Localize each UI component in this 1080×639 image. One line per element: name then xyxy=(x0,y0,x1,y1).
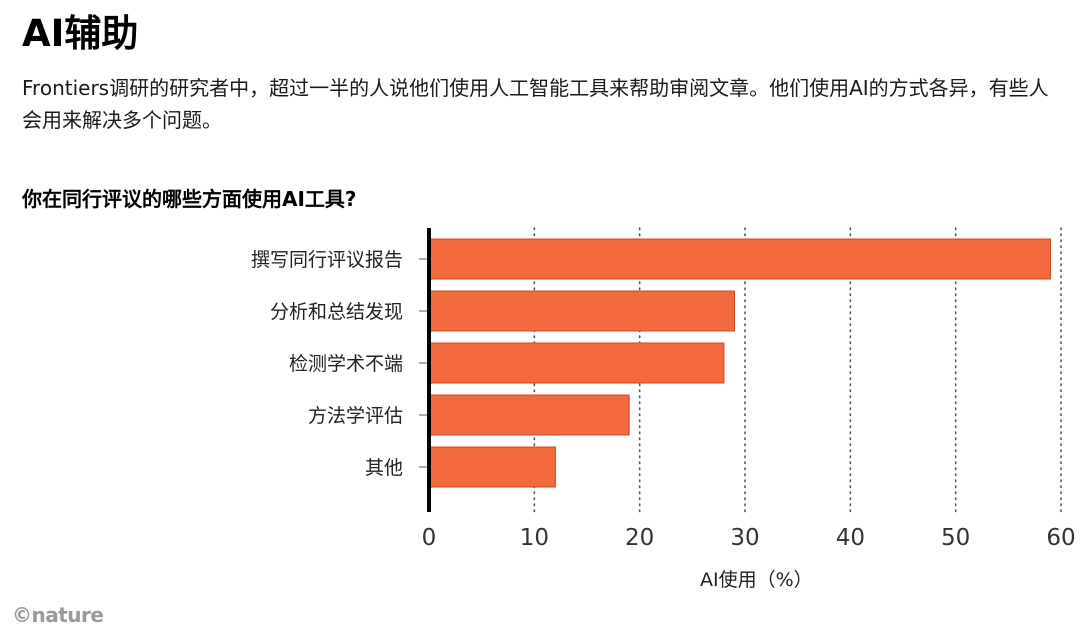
x-tick-label: 10 xyxy=(520,525,549,551)
x-tick-label: 50 xyxy=(941,525,970,551)
axes xyxy=(419,228,431,512)
category-label: 分析和总结发现 xyxy=(270,301,403,323)
chart-title: 你在同行评议的哪些方面使用AI工具? xyxy=(22,187,357,211)
x-axis-title: AI使用（%） xyxy=(700,569,813,591)
x-tick-label: 20 xyxy=(625,525,654,551)
x-tick-label: 40 xyxy=(836,525,865,551)
bar xyxy=(428,446,556,488)
x-tick-label: 30 xyxy=(730,525,759,551)
x-tick-label: 60 xyxy=(1046,525,1075,551)
category-label: 检测学术不端 xyxy=(289,353,403,375)
bars xyxy=(428,238,1051,488)
bar xyxy=(428,394,630,436)
bar xyxy=(428,290,735,332)
bar xyxy=(428,342,725,384)
category-label: 其他 xyxy=(365,457,403,479)
nature-credit: ©nature xyxy=(12,603,104,627)
x-tick-label: 0 xyxy=(422,525,437,551)
tick-labels: 0 10 20 30 40 50 60 xyxy=(422,525,1076,551)
bar xyxy=(428,238,1051,280)
intro-text: Frontiers调研的研究者中，超过一半的人说他们使用人工智能工具来帮助审阅文… xyxy=(22,76,1049,132)
category-label: 撰写同行评议报告 xyxy=(251,249,403,271)
page-title: AI辅助 xyxy=(22,12,139,55)
category-label: 方法学评估 xyxy=(308,405,403,427)
